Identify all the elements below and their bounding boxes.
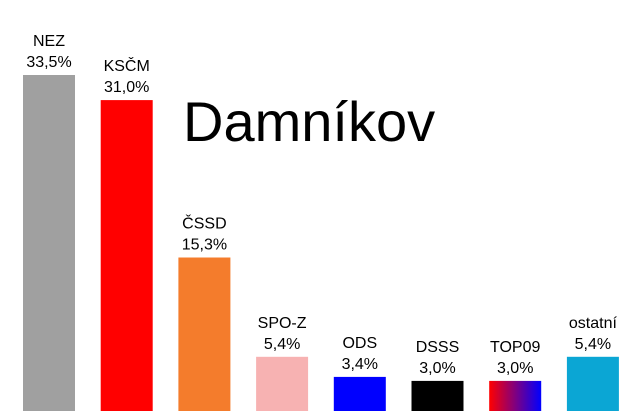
- category-label-ksčm: KSČM: [104, 56, 150, 75]
- category-label-čssd: ČSSD: [182, 214, 226, 233]
- category-label-ods: ODS: [342, 335, 377, 352]
- bar-čssd: [178, 257, 231, 411]
- bar-ksčm: [100, 100, 153, 411]
- value-label-čssd: 15,3%: [182, 237, 227, 254]
- bar-nez: [23, 75, 75, 411]
- chart-title: Damníkov: [183, 90, 435, 153]
- bar-ostatní: [566, 356, 619, 411]
- value-label-dsss: 3,0%: [419, 360, 455, 377]
- category-label-spo-z: SPO-Z: [258, 315, 307, 332]
- bar-ods: [333, 376, 386, 411]
- bar-spo-z: [256, 356, 309, 411]
- bars-layer: [23, 75, 619, 411]
- value-label-top09: 3,0%: [497, 360, 533, 377]
- category-label-ostatní: ostatní: [569, 315, 618, 332]
- category-label-dsss: DSSS: [416, 339, 460, 356]
- bar-dsss: [411, 380, 464, 411]
- value-label-ksčm: 31,0%: [104, 79, 149, 96]
- category-label-nez: NEZ: [33, 33, 65, 50]
- value-label-ods: 3,4%: [342, 356, 378, 373]
- value-label-spo-z: 5,4%: [264, 336, 300, 353]
- bar-top09: [489, 380, 542, 411]
- value-label-ostatní: 5,4%: [575, 336, 611, 353]
- category-label-top09: TOP09: [490, 339, 541, 356]
- value-label-nez: 33,5%: [26, 54, 71, 71]
- labels-layer: NEZ 33,5% KSČM 31,0% ČSSD 15,3% SPO-Z 5,4% ODS 3,…: [26, 33, 617, 377]
